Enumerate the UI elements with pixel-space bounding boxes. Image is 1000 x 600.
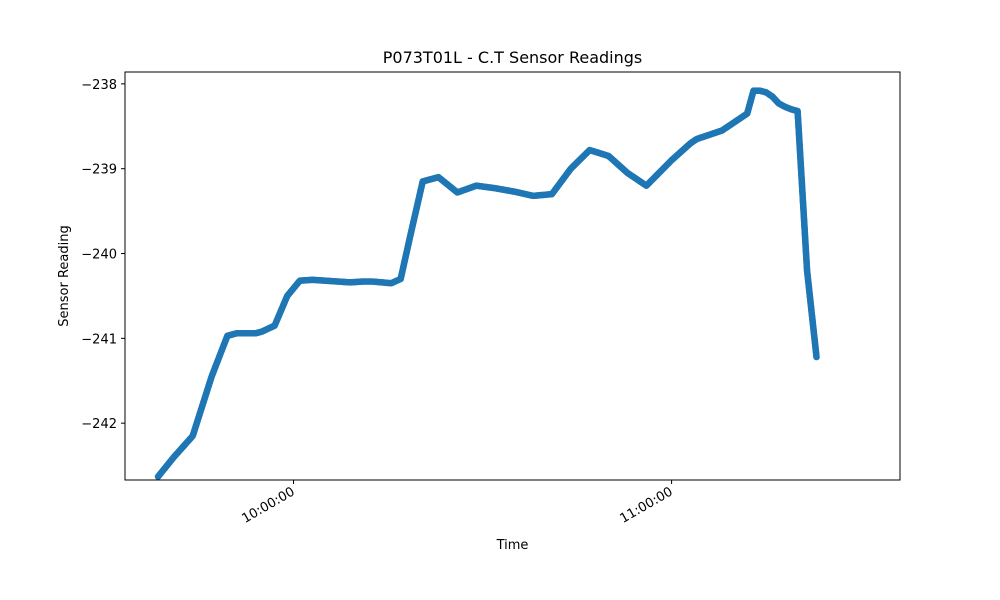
y-tick-label: −238 — [81, 78, 117, 93]
y-tick-label: −241 — [81, 332, 117, 347]
plot-area — [154, 87, 820, 480]
axes-frame — [124, 71, 901, 481]
y-tick-label: −239 — [81, 163, 117, 178]
chart-title: P073T01L - C.T Sensor Readings — [383, 48, 643, 67]
y-axis: −242 −241 −240 −239 −238 — [81, 78, 125, 432]
y-tick-label: −240 — [81, 248, 117, 263]
x-tick-label: 10:00:00 — [239, 484, 297, 526]
x-axis: 10:00:00 11:00:00 — [239, 480, 676, 527]
y-axis-label: Sensor Reading — [57, 225, 72, 326]
x-axis-label: Time — [496, 538, 529, 553]
data-point — [813, 353, 820, 361]
y-tick-label: −242 — [81, 417, 117, 432]
x-tick-label: 11:00:00 — [618, 484, 676, 526]
